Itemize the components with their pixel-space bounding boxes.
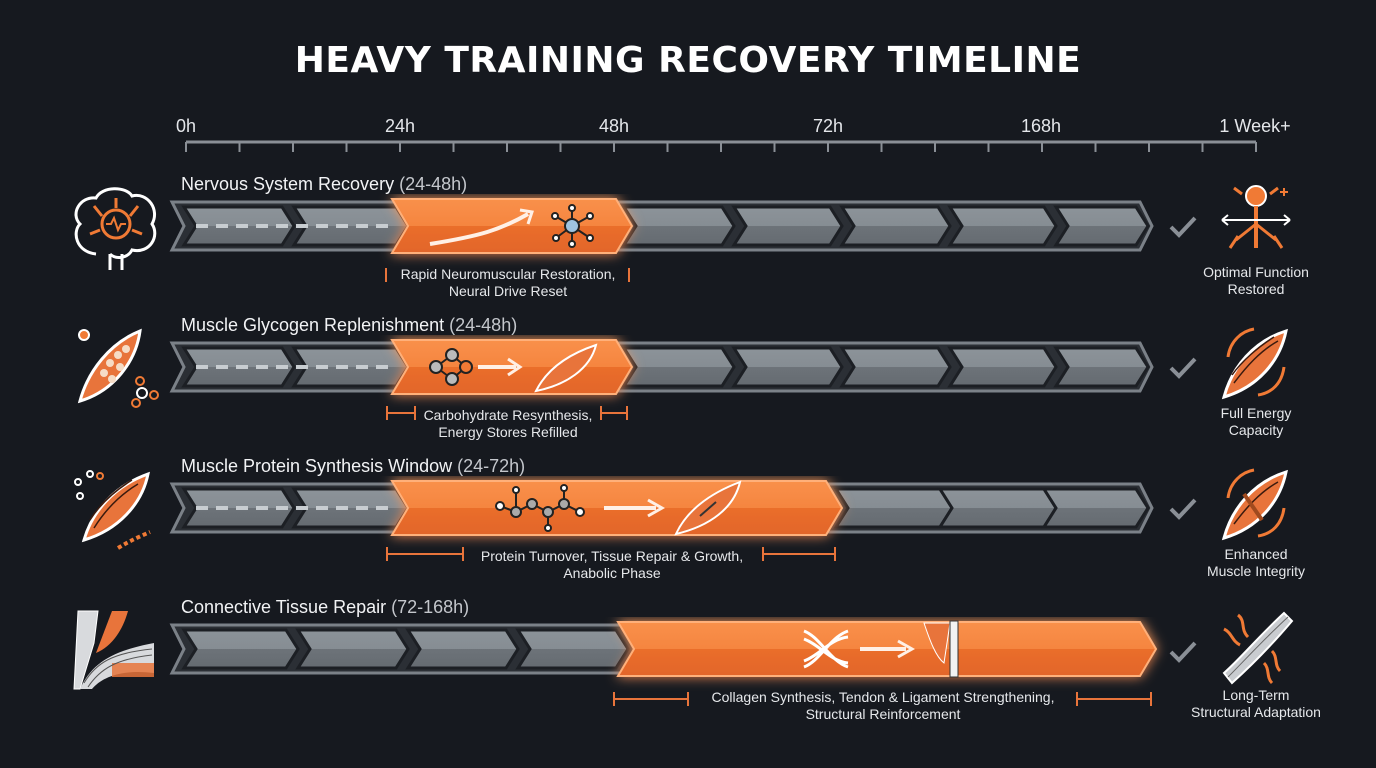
- tick-label-168h: 168h: [1020, 116, 1062, 136]
- muscle-dna-icon: [74, 470, 151, 550]
- bracket-left: [386, 406, 416, 420]
- outcome-label: Optimal Function Restored: [1171, 264, 1341, 298]
- caption-line-1: Collagen Synthesis, Tendon & Ligament St…: [711, 689, 1055, 705]
- tick-label-24h: 24h: [384, 116, 416, 136]
- row-caption: Protein Turnover, Tissue Repair & Growth…: [452, 548, 772, 582]
- row-caption: Carbohydrate Resynthesis, Energy Stores …: [384, 407, 632, 441]
- row-range: (24-48h): [399, 174, 468, 194]
- muscle-cycle-icon: [1221, 327, 1288, 400]
- outcome-line-2: Capacity: [1228, 422, 1284, 438]
- bracket-right: [762, 547, 836, 561]
- caption-line-1: Carbohydrate Resynthesis,: [423, 407, 593, 423]
- row-title-text: Nervous System Recovery: [181, 174, 395, 194]
- time-axis: 0h 24h 48h 72h 168h 1 Week+: [0, 0, 1376, 160]
- tendon-adaptation-icon: [1222, 611, 1294, 685]
- caption-line-1: Protein Turnover, Tissue Repair & Growth…: [480, 548, 744, 564]
- row-caption: Collagen Synthesis, Tendon & Ligament St…: [680, 689, 1086, 723]
- outcome-line-1: Full Energy: [1220, 405, 1292, 421]
- outcome-line-2: Restored: [1227, 281, 1285, 297]
- muscle-glycogen-icon: [77, 328, 159, 408]
- check-icon: [1169, 498, 1197, 520]
- bracket-right: [628, 268, 630, 282]
- row-connective-tissue: Connective Tissue Repair (72-168h) Colla…: [0, 597, 1376, 737]
- row-caption: Rapid Neuromuscular Restoration, Neural …: [384, 266, 632, 300]
- outcome-line-1: Optimal Function: [1203, 264, 1309, 280]
- check-icon: [1169, 216, 1197, 238]
- bracket-left: [385, 268, 387, 282]
- caption-line-2: Neural Drive Reset: [448, 283, 568, 299]
- neuron-arrows-icon: [1221, 185, 1291, 249]
- row-title: Connective Tissue Repair (72-168h): [181, 597, 469, 618]
- check-icon: [1169, 357, 1197, 379]
- outcome-label: Enhanced Muscle Integrity: [1171, 546, 1341, 580]
- outcome-label: Full Energy Capacity: [1171, 405, 1341, 439]
- caption-line-2: Structural Reinforcement: [805, 706, 961, 722]
- row-protein-synthesis: Muscle Protein Synthesis Window (24-72h): [0, 456, 1376, 596]
- row-title: Muscle Glycogen Replenishment (24-48h): [181, 315, 517, 336]
- outcome-line-2: Muscle Integrity: [1206, 563, 1306, 579]
- outcome-line-2: Structural Adaptation: [1191, 704, 1321, 720]
- caption-line-1: Rapid Neuromuscular Restoration,: [400, 266, 616, 282]
- row-title-text: Muscle Glycogen Replenishment: [181, 315, 445, 335]
- outcome-line-1: Long-Term: [1222, 687, 1290, 703]
- timeline-bar: [169, 620, 1158, 678]
- bracket-left: [613, 692, 689, 706]
- timeline-bar: [169, 198, 1154, 254]
- row-nervous-system: Nervous System Recovery (24-48h): [0, 174, 1376, 314]
- tick-label-1-week: 1 Week+: [1219, 116, 1291, 136]
- bracket-left: [386, 547, 464, 561]
- row-title: Muscle Protein Synthesis Window (24-72h): [181, 456, 525, 477]
- check-icon: [1169, 641, 1197, 663]
- axis-line: [185, 140, 1257, 152]
- row-range: (24-48h): [449, 315, 518, 335]
- outcome-line-1: Enhanced: [1224, 546, 1288, 562]
- page-title: HEAVY TRAINING RECOVERY TIMELINE: [294, 40, 1082, 81]
- tendon-fibers-icon: [73, 610, 154, 690]
- brain-icon: [74, 187, 157, 270]
- tick-label-48h: 48h: [598, 116, 630, 136]
- tick-label-72h: 72h: [812, 116, 844, 136]
- row-title: Nervous System Recovery (24-48h): [181, 174, 467, 195]
- tick-label-0h: 0h: [175, 116, 197, 136]
- muscle-integrity-icon: [1221, 468, 1288, 541]
- row-muscle-glycogen: Muscle Glycogen Replenishment (24-48h) C…: [0, 315, 1376, 455]
- timeline-bar: [169, 339, 1154, 395]
- timeline-bar: [169, 480, 1154, 536]
- outcome-label: Long-Term Structural Adaptation: [1171, 687, 1341, 721]
- row-range: (72-168h): [391, 597, 470, 617]
- row-range: (24-72h): [457, 456, 526, 476]
- bracket-right: [600, 406, 628, 420]
- row-title-text: Muscle Protein Synthesis Window: [181, 456, 453, 476]
- bracket-right: [1076, 692, 1152, 706]
- row-title-text: Connective Tissue Repair: [181, 597, 387, 617]
- caption-line-2: Energy Stores Refilled: [438, 424, 578, 440]
- caption-line-2: Anabolic Phase: [563, 565, 661, 581]
